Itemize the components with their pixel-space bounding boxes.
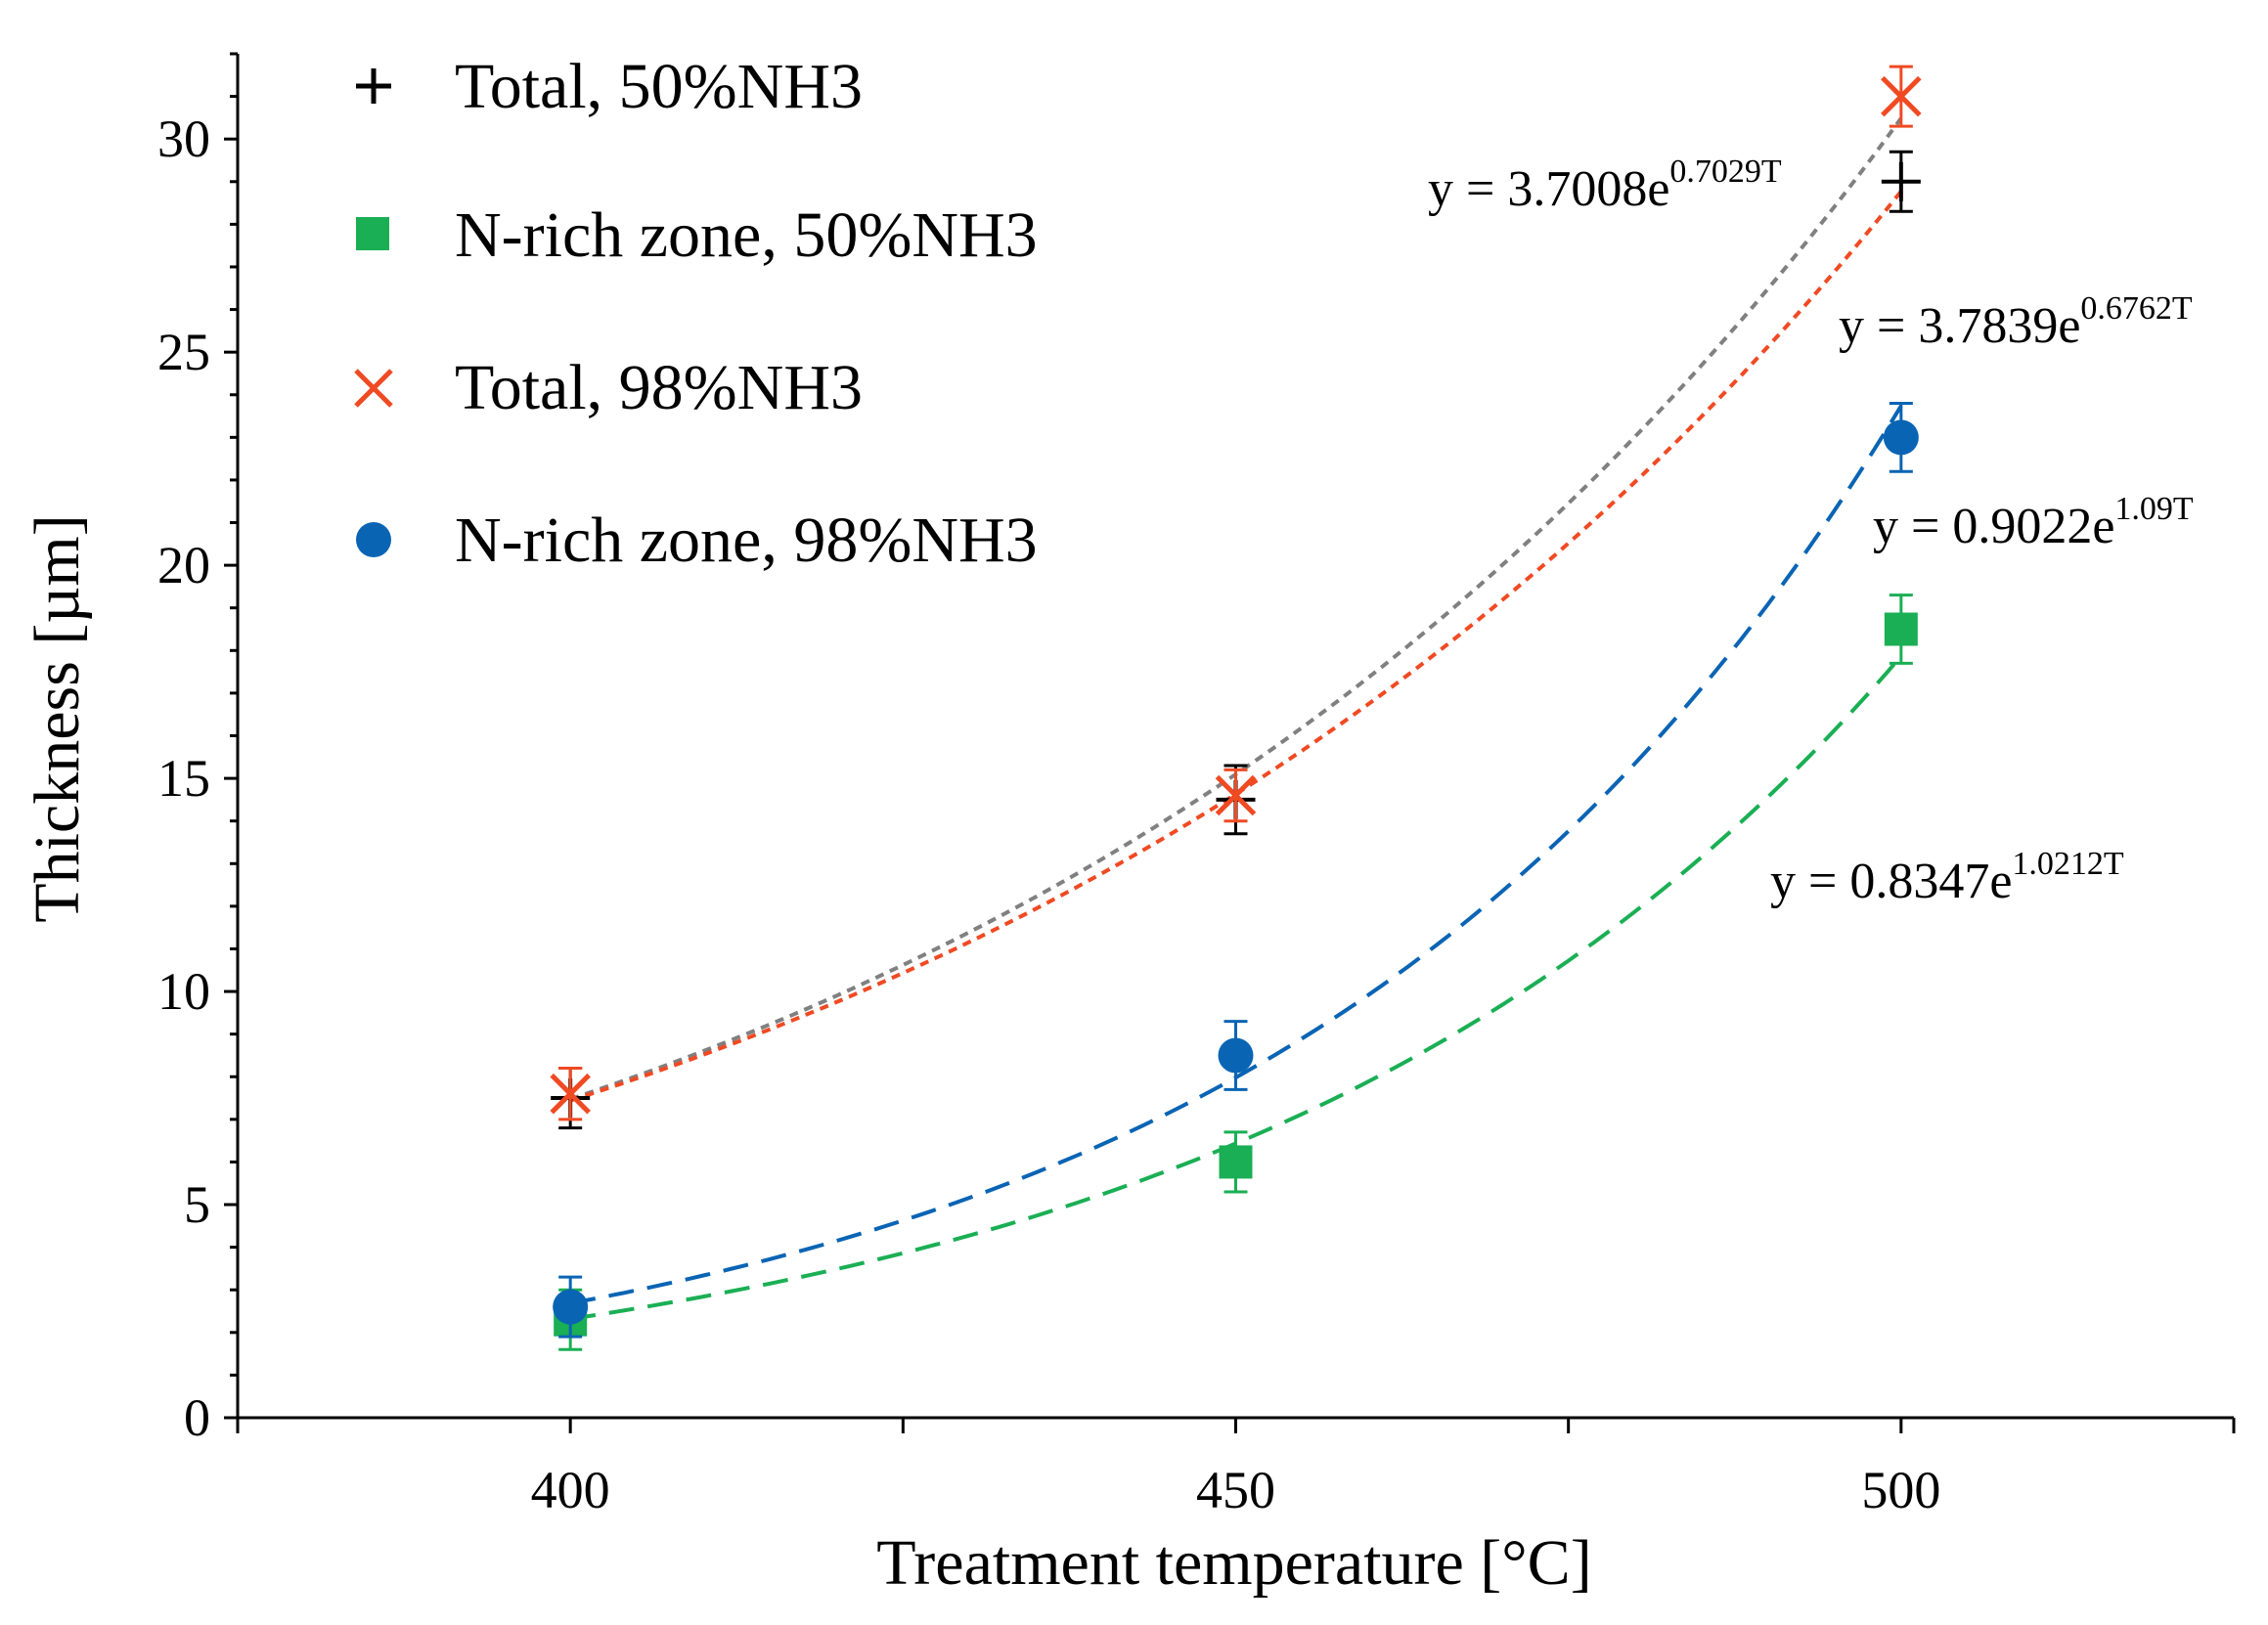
legend-item-nrich-50: N-rich zone, 50%NH3 xyxy=(356,199,1038,271)
data-point-1-2 xyxy=(1884,593,1918,665)
circle-marker xyxy=(1218,1037,1254,1074)
legend-item-total-50: Total, 50%NH3 xyxy=(356,51,863,122)
y-axis-title: Thickness [µm] xyxy=(22,514,93,922)
data-point-0-2 xyxy=(1881,150,1921,213)
legend-plus-icon xyxy=(356,68,391,104)
circle-marker xyxy=(1883,419,1919,456)
equation-nrich-50: y = 0.8347e1.0212T xyxy=(1770,846,2124,909)
equation-nrich-98: y = 0.9022e1.09T xyxy=(1873,491,2194,554)
trendline-2 xyxy=(569,190,1903,1103)
data-point-3-0 xyxy=(553,1275,589,1339)
square-marker xyxy=(1884,612,1918,646)
equation-total-50: y = 3.7008e0.7029T xyxy=(1428,154,1782,217)
data-marks xyxy=(550,65,1922,1351)
x-axis-title: Treatment temperature [°C] xyxy=(876,1527,1591,1599)
data-point-2-2 xyxy=(1881,65,1922,128)
y-tick-label: 20 xyxy=(157,536,210,594)
data-point-2-0 xyxy=(550,1067,591,1121)
x-tick-label: 450 xyxy=(1196,1461,1275,1519)
legend-label-total-98: Total, 98%NH3 xyxy=(455,352,863,423)
x-tick-label: 400 xyxy=(531,1461,610,1519)
legend: Total, 50%NH3 N-rich zone, 50%NH3 Total,… xyxy=(354,51,1038,576)
data-point-3-2 xyxy=(1883,401,1919,473)
equation-total-98: y = 3.7839e0.6762T xyxy=(1839,290,2193,354)
legend-item-total-98: Total, 98%NH3 xyxy=(354,352,863,423)
data-point-2-1 xyxy=(1215,768,1257,823)
legend-label-total-50: Total, 50%NH3 xyxy=(455,51,863,122)
y-tick-label: 25 xyxy=(157,323,210,381)
y-tick-label: 0 xyxy=(184,1388,210,1447)
legend-x-icon xyxy=(354,369,393,408)
circle-marker xyxy=(553,1289,589,1325)
data-point-1-1 xyxy=(1219,1130,1253,1194)
axes: 0 5 10 15 20 25 30 400 450 500 xyxy=(157,52,2236,1519)
legend-label-nrich-98: N-rich zone, 98%NH3 xyxy=(455,505,1038,576)
y-tick-label: 15 xyxy=(157,749,210,808)
x-marker xyxy=(1881,75,1922,117)
trend-equations: y = 3.7008e0.7029T y = 3.7839e0.6762T y … xyxy=(1428,154,2194,909)
data-point-3-1 xyxy=(1218,1020,1254,1091)
legend-circle-icon xyxy=(356,522,391,557)
legend-item-nrich-98: N-rich zone, 98%NH3 xyxy=(356,505,1038,576)
y-tick-label: 5 xyxy=(184,1175,210,1234)
x-marker xyxy=(550,1073,591,1115)
y-tick-label: 10 xyxy=(157,962,210,1021)
x-tick-label: 500 xyxy=(1861,1461,1940,1519)
legend-label-nrich-50: N-rich zone, 50%NH3 xyxy=(455,199,1038,271)
y-tick-label: 30 xyxy=(157,110,210,168)
trendline-1 xyxy=(569,654,1903,1321)
legend-square-icon xyxy=(356,217,389,250)
x-marker xyxy=(1215,774,1257,816)
square-marker xyxy=(1219,1145,1253,1179)
